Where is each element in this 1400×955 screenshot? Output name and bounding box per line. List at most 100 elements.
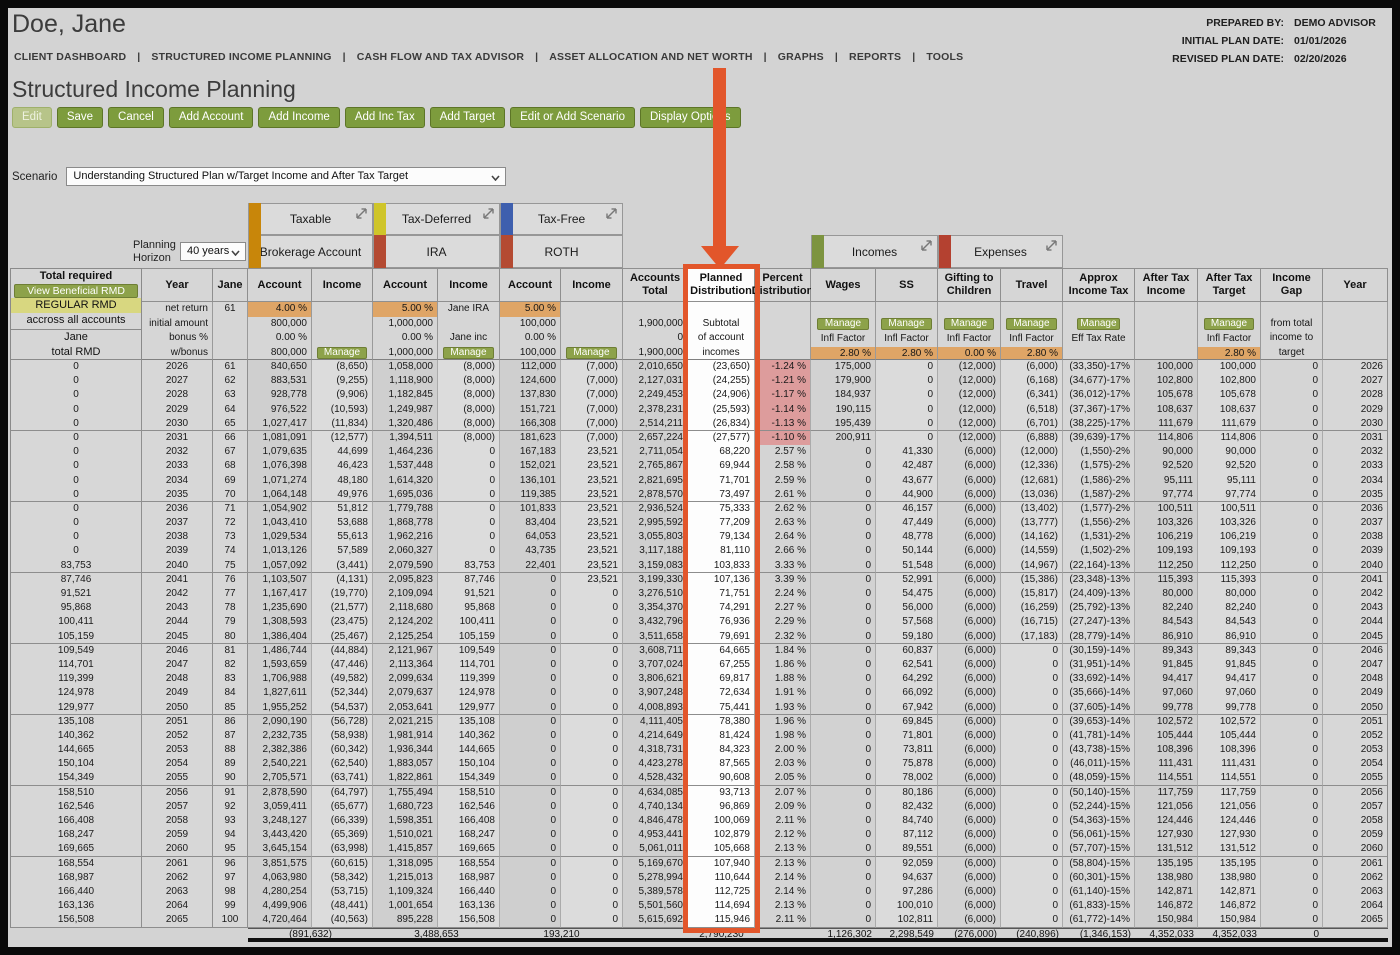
col-header-jane: Jane (213, 268, 248, 302)
cell: 0 (1001, 700, 1063, 715)
nav-item-reports[interactable]: REPORTS (849, 51, 902, 63)
cell: 0 (10, 402, 142, 417)
add-account-button[interactable]: Add Account (168, 107, 254, 128)
cell: 119,399 (10, 672, 142, 687)
cell: 1,103,507 (248, 572, 312, 587)
cell: 71,751 (688, 587, 755, 602)
collapse-icon[interactable] (920, 239, 933, 252)
manage-ss-button[interactable]: Manage (881, 317, 932, 330)
nav-item-cash-flow-and-tax-advisor[interactable]: CASH FLOW AND TAX ADVISOR (356, 51, 525, 63)
nav-item-structured-income-planning[interactable]: STRUCTURED INCOME PLANNING (151, 51, 332, 63)
cell: 137,830 (500, 388, 561, 403)
ss-infl-label: Infl Factor (884, 333, 929, 344)
nav-item-graphs[interactable]: GRAPHS (777, 51, 824, 63)
add-target-button[interactable]: Add Target (429, 107, 506, 128)
cell: 2029 (1323, 402, 1388, 417)
cell: 0 (1261, 714, 1323, 729)
cell: 2060 (1323, 842, 1388, 857)
cancel-button[interactable]: Cancel (108, 107, 164, 128)
cell: 2,090,190 (248, 714, 312, 729)
cell: 72 (213, 516, 248, 531)
cell: 1,182,845 (373, 388, 438, 403)
cell: (6,000) (938, 899, 1001, 914)
collapse-icon[interactable] (482, 207, 495, 220)
cell: 1,962,216 (373, 530, 438, 545)
cell: (6,000) (938, 572, 1001, 587)
manage-ira-income-button[interactable]: Manage (443, 346, 494, 359)
view-beneficial-rmd-button[interactable]: View Beneficial RMD (14, 284, 138, 298)
cell: 112,250 (1198, 558, 1261, 573)
cell: 2050 (1323, 700, 1388, 715)
cell: 0 (500, 672, 561, 687)
add-income-button[interactable]: Add Income (258, 107, 340, 128)
cell: 124,978 (438, 686, 500, 701)
edit-or-add-scenario-button[interactable]: Edit or Add Scenario (510, 107, 635, 128)
cell: (58,938) (312, 728, 373, 744)
manage-travel-button[interactable]: Manage (1006, 317, 1057, 330)
manage-gifting-button[interactable]: Manage (943, 317, 995, 330)
manage-wages-button[interactable]: Manage (816, 317, 870, 330)
cell: (9,906) (312, 388, 373, 403)
collapse-icon[interactable] (1045, 239, 1058, 252)
cell: 2038 (1323, 530, 1388, 545)
cell: (41,781)-14% (1063, 728, 1135, 744)
cell: 1.86 % (755, 657, 811, 673)
cell: 0 (1261, 388, 1323, 403)
manage-target-button[interactable]: Manage (1203, 317, 1255, 330)
cell: 0 (500, 899, 561, 914)
manage-brokerage-income-button[interactable]: Manage (317, 346, 367, 359)
cell: 3,055,803 (623, 530, 688, 545)
total-year-spacer (1323, 927, 1388, 942)
cell: (7,000) (561, 360, 623, 375)
collapse-icon[interactable] (355, 207, 368, 220)
cell: 0 (1261, 814, 1323, 829)
nav-item-asset-allocation-and-net-worth[interactable]: ASSET ALLOCATION AND NET WORTH (549, 51, 753, 63)
cell: 2063 (1323, 884, 1388, 900)
cell: 3,248,127 (248, 814, 312, 829)
accounts-total-with-bonus: 1,900,000 (638, 346, 684, 358)
cell: 135,108 (438, 714, 500, 729)
nav-item-client-dashboard[interactable]: CLIENT DASHBOARD (14, 51, 127, 63)
scenario-select[interactable]: Understanding Structured Plan w/Target I… (66, 167, 507, 186)
cell: 0 (1001, 785, 1063, 800)
cell: (46,011)-15% (1063, 757, 1135, 772)
cell: 0 (561, 672, 623, 687)
cell: 2044 (1323, 615, 1388, 630)
cell: 2035 (142, 487, 213, 502)
cell: 115,946 (688, 913, 755, 928)
incomes-color-bar (812, 235, 824, 268)
cell: 94,417 (1135, 672, 1198, 687)
cell: 0 (1001, 757, 1063, 772)
cell: (6,000) (938, 615, 1001, 630)
cell: 2,657,224 (623, 430, 688, 446)
cell: 1,981,914 (373, 728, 438, 744)
planning-horizon-select[interactable]: 40 years (180, 242, 246, 261)
cell: 67 (213, 445, 248, 460)
cell: (1,587)-2% (1063, 487, 1135, 502)
cell: 0 (1261, 459, 1323, 474)
cell: 0 (438, 487, 500, 502)
cell: 0 (500, 884, 561, 900)
cell: 60,837 (876, 643, 938, 658)
cell: 0 (1261, 615, 1323, 630)
collapse-icon[interactable] (605, 207, 618, 220)
save-button[interactable]: Save (56, 107, 104, 128)
cell: 0 (1261, 686, 1323, 701)
cell: 0 (1001, 743, 1063, 758)
cell: (6,000) (938, 501, 1001, 517)
cell: (22,164)-13% (1063, 558, 1135, 573)
manage-roth-income-button[interactable]: Manage (566, 346, 617, 359)
manage-tax-button[interactable]: Manage (1077, 317, 1120, 330)
roth-color-bar (501, 235, 513, 268)
cell: 2.07 % (755, 785, 811, 800)
across-accounts-label: accross all accounts (26, 314, 126, 326)
cell: 2041 (142, 572, 213, 587)
cell: 92,059 (876, 856, 938, 871)
setup-brokerage-income: Manage (312, 302, 373, 360)
add-inc-tax-button[interactable]: Add Inc Tax (344, 107, 425, 128)
nav-item-tools[interactable]: TOOLS (926, 51, 964, 63)
edit-button[interactable]: Edit (12, 107, 52, 128)
cell: 200,911 (811, 430, 876, 446)
cell: 51,812 (312, 501, 373, 517)
cell: 2,821,695 (623, 473, 688, 488)
